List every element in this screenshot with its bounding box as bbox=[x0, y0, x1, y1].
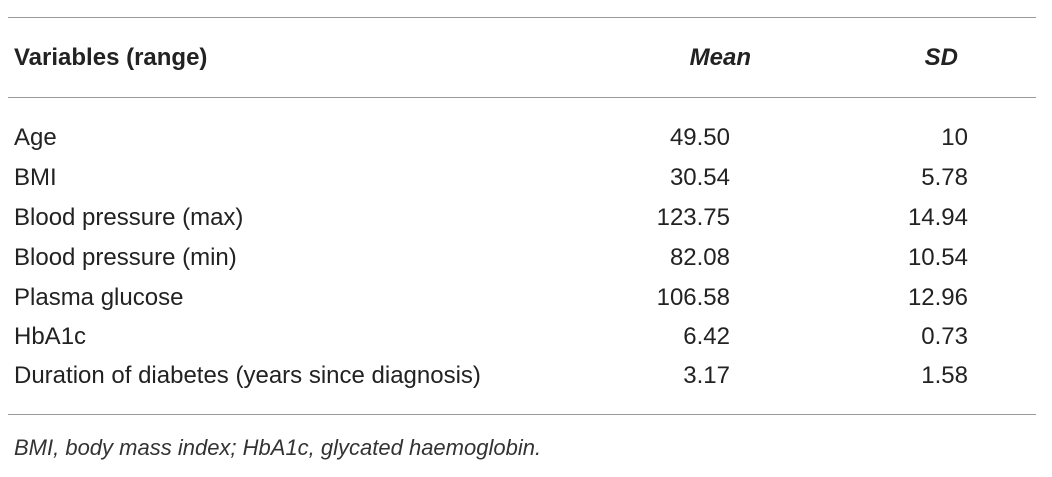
row-label: BMI bbox=[14, 164, 57, 191]
value-cell: 14.94 bbox=[907, 204, 968, 231]
value-cell: 5.78 bbox=[921, 164, 968, 191]
value-cell: 0.73 bbox=[921, 323, 968, 350]
row-label: Plasma glucose bbox=[14, 284, 184, 311]
row-label: Duration of diabetes (years since diagno… bbox=[14, 362, 481, 389]
row-label: Blood pressure (max) bbox=[14, 204, 244, 231]
value-cell: 106.58 bbox=[656, 284, 730, 311]
header-cell: Variables (range) bbox=[14, 44, 208, 71]
header-rule bbox=[8, 97, 1036, 98]
value-cell: 6.42 bbox=[683, 323, 730, 350]
top-rule bbox=[8, 17, 1036, 18]
header-cell: SD bbox=[924, 44, 958, 71]
row-label: Age bbox=[14, 124, 57, 151]
value-cell: 12.96 bbox=[907, 284, 968, 311]
value-cell: 123.75 bbox=[656, 204, 730, 231]
bottom-rule bbox=[8, 414, 1036, 415]
value-cell: 3.17 bbox=[683, 362, 730, 389]
row-label: Blood pressure (min) bbox=[14, 244, 237, 271]
value-cell: 49.50 bbox=[669, 124, 730, 151]
value-cell: 82.08 bbox=[669, 244, 730, 271]
header-cell: Mean bbox=[689, 44, 751, 71]
row-label: HbA1c bbox=[14, 323, 87, 350]
footnote: BMI, body mass index; HbA1c, glycated ha… bbox=[14, 435, 542, 460]
value-cell: 10 bbox=[941, 124, 968, 151]
value-cell: 30.54 bbox=[669, 164, 730, 191]
value-cell: 10.54 bbox=[907, 244, 968, 271]
value-cell: 1.58 bbox=[921, 362, 968, 389]
